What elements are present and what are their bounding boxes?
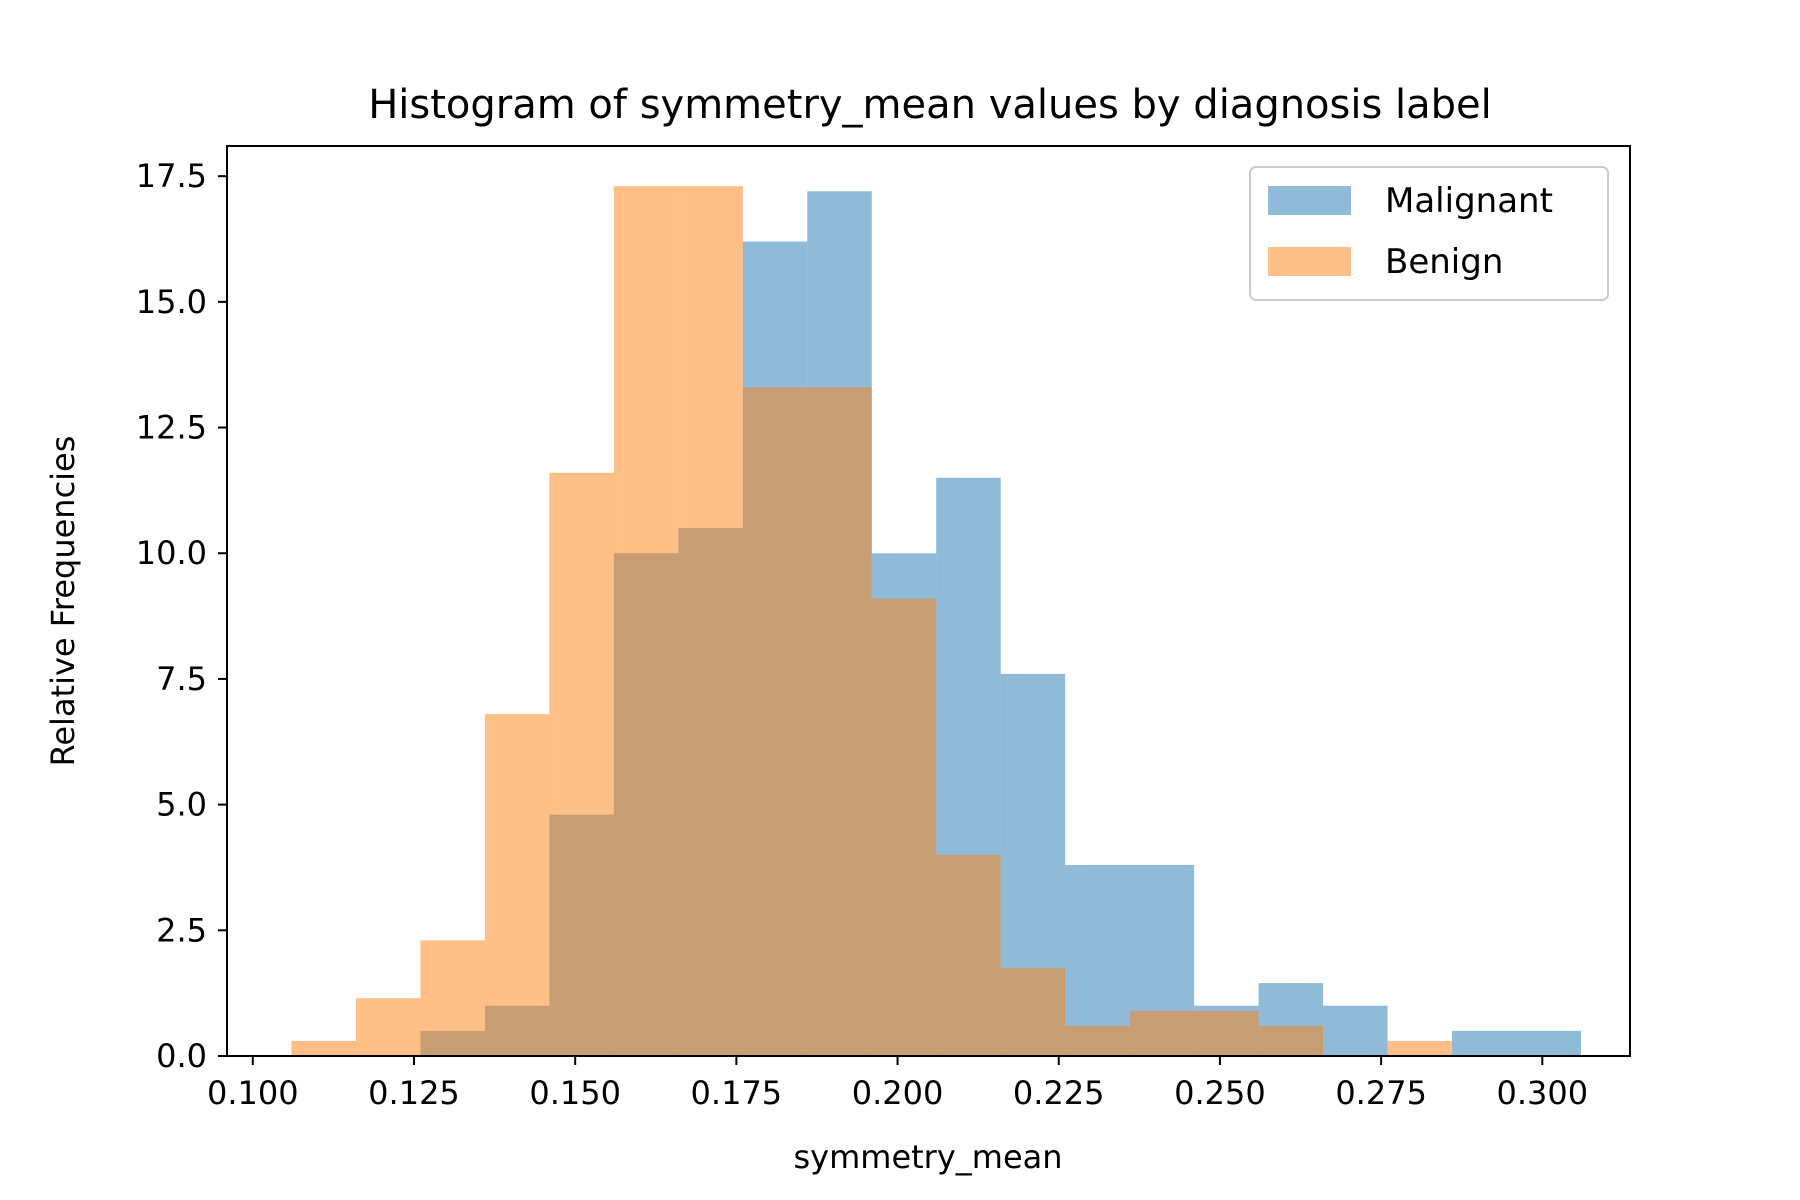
- y-axis-ticks: 0.0 2.5 5.0 7.5 10.0 12.5 15.0 17.5: [136, 157, 227, 1075]
- y-tick-label: 17.5: [136, 157, 207, 195]
- benign-bar: [484, 714, 550, 1056]
- y-tick-label: 5.0: [156, 786, 207, 824]
- benign-bar: [871, 598, 937, 1056]
- benign-bar: [1129, 1010, 1195, 1056]
- benign-bar: [549, 472, 614, 1056]
- x-tick-label: 0.225: [1013, 1074, 1105, 1112]
- y-tick-label: 12.5: [136, 409, 207, 447]
- benign-bar: [1387, 1040, 1453, 1056]
- benign-bars: [291, 186, 1453, 1057]
- chart-title: Histogram of symmetry_mean values by dia…: [368, 82, 1492, 128]
- y-tick-label: 2.5: [156, 911, 207, 949]
- benign-bar: [807, 387, 872, 1057]
- legend-swatch-malignant: [1268, 186, 1351, 215]
- x-tick-label: 0.250: [1174, 1074, 1266, 1112]
- benign-bar: [613, 186, 679, 1056]
- benign-bar: [420, 940, 485, 1056]
- malignant-bar: [1323, 1005, 1388, 1056]
- y-axis-label: Relative Frequencies: [44, 436, 82, 767]
- x-tick-label: 0.275: [1335, 1074, 1427, 1112]
- benign-bar: [936, 854, 1001, 1056]
- malignant-bar: [1452, 1030, 1517, 1056]
- benign-bar: [1000, 968, 1066, 1056]
- benign-bar: [742, 387, 808, 1057]
- y-tick-label: 0.0: [156, 1037, 207, 1075]
- legend-swatch-benign: [1268, 247, 1351, 276]
- x-tick-label: 0.300: [1497, 1074, 1589, 1112]
- benign-bar: [1194, 1010, 1259, 1056]
- x-tick-label: 0.175: [691, 1074, 783, 1112]
- legend-label-malignant: Malignant: [1385, 181, 1553, 221]
- x-tick-label: 0.150: [529, 1074, 621, 1112]
- y-tick-label: 15.0: [136, 283, 207, 321]
- plot-area-frame: [226, 145, 1631, 1057]
- benign-bar: [1065, 1025, 1130, 1056]
- legend-label-benign: Benign: [1385, 242, 1503, 282]
- malignant-bar: [1065, 864, 1130, 1056]
- benign-bar: [1258, 1025, 1324, 1056]
- benign-bar: [291, 1040, 356, 1056]
- x-tick-label: 0.200: [852, 1074, 944, 1112]
- x-axis-ticks: 0.100 0.125 0.150 0.175 0.200 0.225 0.250 0.275…: [207, 1056, 1588, 1112]
- y-tick-label: 10.0: [136, 534, 207, 572]
- legend: Malignant Benign: [1249, 166, 1609, 301]
- benign-bar: [355, 998, 421, 1056]
- x-tick-label: 0.100: [207, 1074, 299, 1112]
- x-axis-label: symmetry_mean: [793, 1138, 1062, 1176]
- benign-bar: [678, 186, 743, 1056]
- y-tick-label: 7.5: [156, 660, 207, 698]
- x-tick-label: 0.125: [368, 1074, 460, 1112]
- malignant-bar: [1516, 1030, 1581, 1056]
